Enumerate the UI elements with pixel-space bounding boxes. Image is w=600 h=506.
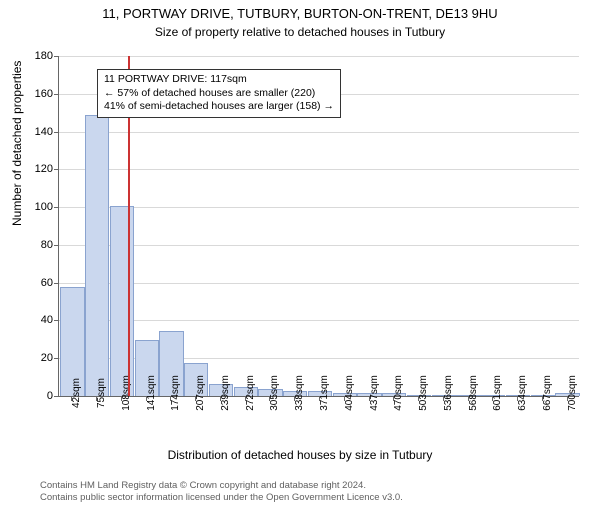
xtick-label: 75sqm (96, 378, 107, 408)
gridline (59, 245, 579, 246)
xtick-label: 338sqm (294, 375, 305, 411)
xtick-label: 141sqm (146, 375, 157, 411)
ytick-label: 140 (23, 126, 53, 138)
xtick-label: 634sqm (517, 375, 528, 411)
y-axis-label: Number of detached properties (10, 61, 24, 226)
ytick-label: 180 (23, 50, 53, 62)
xtick-label: 601sqm (492, 375, 503, 411)
ytick-mark (54, 283, 59, 284)
bar (85, 115, 109, 396)
ytick-mark (54, 207, 59, 208)
ytick-mark (54, 245, 59, 246)
ytick-label: 80 (23, 239, 53, 251)
ytick-mark (54, 320, 59, 321)
gridline (59, 56, 579, 57)
annotation-line: 11 PORTWAY DRIVE: 117sqm (104, 73, 334, 87)
ytick-label: 40 (23, 314, 53, 326)
x-axis-label: Distribution of detached houses by size … (0, 448, 600, 462)
ytick-label: 60 (23, 277, 53, 289)
xtick-label: 174sqm (170, 375, 181, 411)
xtick-label: 503sqm (418, 375, 429, 411)
annotation-line: 41% of semi-detached houses are larger (… (104, 100, 334, 114)
ytick-label: 100 (23, 201, 53, 213)
xtick-label: 272sqm (245, 375, 256, 411)
ytick-mark (54, 169, 59, 170)
chart: 02040608010012014016018042sqm75sqm108sqm… (58, 56, 578, 396)
xtick-label: 108sqm (121, 375, 132, 411)
ytick-mark (54, 358, 59, 359)
ytick-mark (54, 56, 59, 57)
xtick-label: 305sqm (269, 375, 280, 411)
gridline (59, 320, 579, 321)
annotation-line: ← 57% of detached houses are smaller (22… (104, 87, 334, 101)
xtick-label: 437sqm (369, 375, 380, 411)
gridline (59, 169, 579, 170)
page-title: 11, PORTWAY DRIVE, TUTBURY, BURTON-ON-TR… (0, 6, 600, 23)
plot-area: 02040608010012014016018042sqm75sqm108sqm… (58, 56, 579, 397)
gridline (59, 283, 579, 284)
xtick-label: 239sqm (220, 375, 231, 411)
annotation-box: 11 PORTWAY DRIVE: 117sqm← 57% of detache… (97, 69, 341, 118)
xtick-label: 667sqm (542, 375, 553, 411)
ytick-mark (54, 132, 59, 133)
ytick-label: 0 (23, 390, 53, 402)
xtick-label: 536sqm (443, 375, 454, 411)
page-subtitle: Size of property relative to detached ho… (0, 25, 600, 39)
xtick-label: 404sqm (344, 375, 355, 411)
gridline (59, 132, 579, 133)
footer-line1: Contains HM Land Registry data © Crown c… (40, 480, 403, 492)
xtick-label: 371sqm (319, 375, 330, 411)
ytick-mark (54, 396, 59, 397)
xtick-label: 42sqm (71, 378, 82, 408)
footer: Contains HM Land Registry data © Crown c… (40, 480, 403, 504)
xtick-label: 470sqm (393, 375, 404, 411)
xtick-label: 700sqm (567, 375, 578, 411)
ytick-label: 20 (23, 352, 53, 364)
gridline (59, 207, 579, 208)
xtick-label: 568sqm (468, 375, 479, 411)
footer-line2: Contains public sector information licen… (40, 492, 403, 504)
ytick-mark (54, 94, 59, 95)
xtick-label: 207sqm (195, 375, 206, 411)
ytick-label: 160 (23, 88, 53, 100)
bar (110, 206, 134, 396)
ytick-label: 120 (23, 163, 53, 175)
